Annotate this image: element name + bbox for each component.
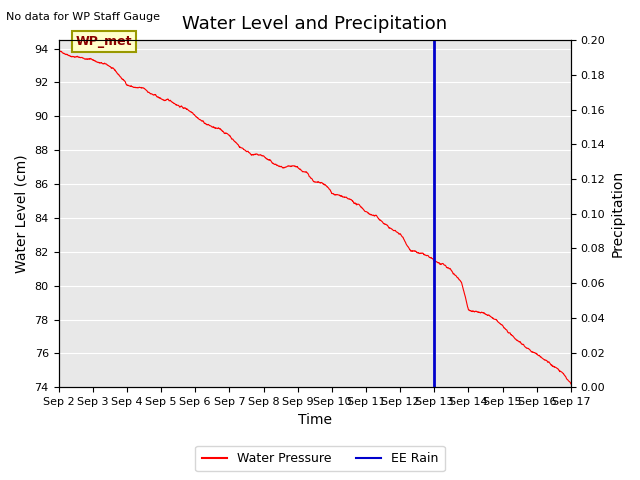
Text: No data for WP Staff Gauge: No data for WP Staff Gauge	[6, 12, 161, 22]
Title: Water Level and Precipitation: Water Level and Precipitation	[182, 15, 447, 33]
Legend: Water Pressure, EE Rain: Water Pressure, EE Rain	[195, 446, 445, 471]
X-axis label: Time: Time	[298, 413, 332, 427]
Text: WP_met: WP_met	[76, 35, 132, 48]
Y-axis label: Water Level (cm): Water Level (cm)	[15, 155, 29, 273]
Y-axis label: Precipitation: Precipitation	[611, 170, 625, 257]
